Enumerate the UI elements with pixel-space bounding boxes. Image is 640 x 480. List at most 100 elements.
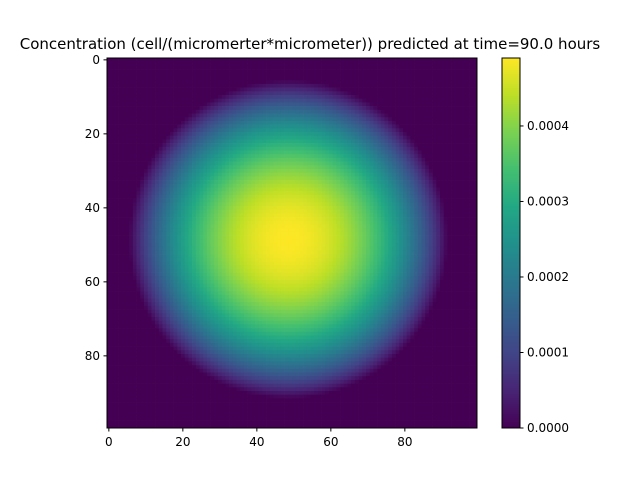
heatmap-cell xyxy=(366,87,371,92)
heatmap-cell xyxy=(454,102,459,107)
heatmap-cell xyxy=(162,69,167,74)
heatmap-cell xyxy=(166,95,171,100)
heatmap-cell xyxy=(347,120,352,125)
heatmap-cell xyxy=(391,217,396,222)
heatmap-cell xyxy=(336,198,341,203)
heatmap-cell xyxy=(321,69,326,74)
heatmap-cell xyxy=(340,187,345,192)
heatmap-cell xyxy=(362,65,367,70)
heatmap-cell xyxy=(129,72,134,77)
heatmap-cell xyxy=(447,72,452,77)
heatmap-cell xyxy=(118,191,123,196)
heatmap-cell xyxy=(203,120,208,125)
heatmap-cell xyxy=(129,191,134,196)
heatmap-cell xyxy=(395,146,400,151)
heatmap-cell xyxy=(317,176,322,181)
heatmap-cell xyxy=(303,165,308,170)
heatmap-cell xyxy=(469,172,474,177)
heatmap-cell xyxy=(410,91,415,96)
heatmap-cell xyxy=(321,117,326,122)
heatmap-cell xyxy=(436,157,441,162)
heatmap-cell xyxy=(132,220,137,225)
heatmap-cell xyxy=(366,113,371,118)
heatmap-cell xyxy=(147,58,152,63)
heatmap-cell xyxy=(258,61,263,66)
heatmap-cell xyxy=(395,117,400,122)
heatmap-cell xyxy=(210,217,215,222)
heatmap-cell xyxy=(329,102,334,107)
heatmap-cell xyxy=(458,169,463,174)
heatmap-cell xyxy=(258,239,263,244)
heatmap-cell xyxy=(440,183,445,188)
heatmap-cell xyxy=(162,135,167,140)
heatmap-cell xyxy=(125,117,130,122)
heatmap-cell xyxy=(147,98,152,103)
heatmap-cell xyxy=(288,120,293,125)
heatmap-cell xyxy=(332,239,337,244)
heatmap-cell xyxy=(188,224,193,229)
heatmap-cell xyxy=(428,202,433,207)
heatmap-cell xyxy=(292,194,297,199)
heatmap-cell xyxy=(373,98,378,103)
heatmap-cell xyxy=(284,176,289,181)
heatmap-cell xyxy=(277,83,282,88)
heatmap-cell xyxy=(162,187,167,192)
heatmap-cell xyxy=(417,80,422,85)
heatmap-cell xyxy=(347,76,352,81)
heatmap-cell xyxy=(258,113,263,118)
heatmap-cell xyxy=(188,65,193,70)
heatmap-cell xyxy=(221,135,226,140)
heatmap-cell xyxy=(166,202,171,207)
heatmap-cell xyxy=(310,120,315,125)
heatmap-cell xyxy=(384,194,389,199)
heatmap-cell xyxy=(403,76,408,81)
heatmap-cell xyxy=(273,180,278,185)
heatmap-cell xyxy=(295,58,300,63)
heatmap-cell xyxy=(199,113,204,118)
heatmap-cell xyxy=(358,87,363,92)
heatmap-cell xyxy=(440,128,445,133)
heatmap-cell xyxy=(440,124,445,129)
heatmap-cell xyxy=(203,102,208,107)
heatmap-cell xyxy=(358,187,363,192)
heatmap-cell xyxy=(325,61,330,66)
heatmap-cell xyxy=(247,180,252,185)
heatmap-cell xyxy=(136,194,141,199)
heatmap-cell xyxy=(469,194,474,199)
heatmap-cell xyxy=(162,220,167,225)
heatmap-cell xyxy=(292,135,297,140)
heatmap-cell xyxy=(181,183,186,188)
heatmap-cell xyxy=(236,213,241,218)
heatmap-cell xyxy=(406,198,411,203)
heatmap-cell xyxy=(399,187,404,192)
heatmap-cell xyxy=(210,202,215,207)
heatmap-cell xyxy=(377,95,382,100)
heatmap-cell xyxy=(406,165,411,170)
heatmap-cell xyxy=(225,61,230,66)
heatmap-cell xyxy=(236,132,241,137)
heatmap-cell xyxy=(310,235,315,240)
heatmap-cell xyxy=(240,128,245,133)
heatmap-cell xyxy=(221,154,226,159)
heatmap-cell xyxy=(329,169,334,174)
heatmap-cell xyxy=(236,143,241,148)
heatmap-cell xyxy=(351,135,356,140)
heatmap-cell xyxy=(262,161,267,166)
heatmap-cell xyxy=(354,154,359,159)
heatmap-cell xyxy=(214,191,219,196)
heatmap-cell xyxy=(321,106,326,111)
heatmap-cell xyxy=(273,117,278,122)
heatmap-cell xyxy=(240,157,245,162)
heatmap-cell xyxy=(229,194,234,199)
heatmap-cell xyxy=(236,109,241,114)
heatmap-cell xyxy=(299,58,304,63)
heatmap-cell xyxy=(266,120,271,125)
heatmap-cell xyxy=(140,72,145,77)
heatmap-cell xyxy=(332,128,337,133)
heatmap-cell xyxy=(354,87,359,92)
heatmap-cell xyxy=(366,213,371,218)
heatmap-cell xyxy=(114,61,119,66)
heatmap-cell xyxy=(332,61,337,66)
heatmap-cell xyxy=(403,135,408,140)
heatmap-cell xyxy=(147,120,152,125)
